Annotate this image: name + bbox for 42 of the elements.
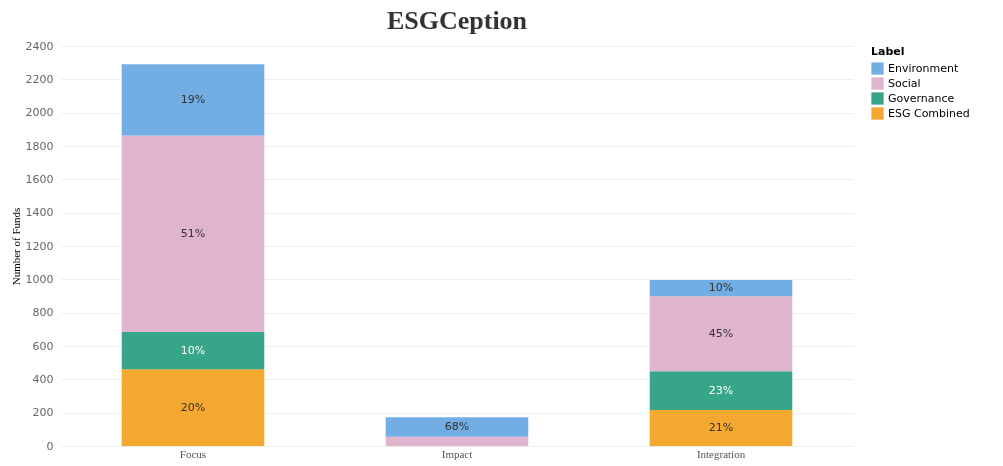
y-axis-title: Number of Funds <box>9 207 22 286</box>
annotation: 10% <box>180 343 206 357</box>
y-tick-label: 1600 <box>25 172 54 186</box>
y-tick-label: 0 <box>46 439 54 453</box>
y-tick-label: 2400 <box>25 39 54 53</box>
bar <box>385 417 529 437</box>
bar <box>649 410 793 446</box>
bar <box>121 135 265 332</box>
bar <box>649 371 793 410</box>
bar <box>385 436 529 446</box>
x-tick-label: Integration <box>696 447 746 460</box>
legend-label: Environment <box>888 61 959 75</box>
legend-label: Governance <box>888 91 955 105</box>
y-tick-label: 800 <box>32 306 54 320</box>
y-tick-label: 200 <box>32 406 54 420</box>
bar <box>121 64 265 136</box>
annotation: 21% <box>708 421 734 434</box>
annotation: 45% <box>708 326 734 340</box>
annotation: 51% <box>180 226 206 240</box>
annotation: 23% <box>708 383 734 397</box>
y-tick-label: 1400 <box>25 206 54 220</box>
chart-title: ESGCeption <box>386 6 528 35</box>
y-tick-label: 1200 <box>25 239 54 253</box>
x-tick-label: Impact <box>441 447 473 460</box>
bar <box>121 332 265 370</box>
annotation: 10% <box>708 281 734 295</box>
annotation: 68% <box>444 420 470 433</box>
y-tick-label: 1000 <box>25 272 54 286</box>
bar <box>649 296 793 372</box>
y-tick-label: 1800 <box>25 139 54 153</box>
legend-label: ESG Combined <box>888 106 970 120</box>
y-tick-label: 400 <box>32 372 54 386</box>
bar <box>121 369 265 446</box>
annotation: 20% <box>180 400 206 414</box>
y-tick-label: 2200 <box>25 72 54 86</box>
bar <box>649 280 793 297</box>
y-tick-label: 600 <box>32 339 54 353</box>
legend-label: Social <box>888 76 921 90</box>
x-tick-label: Focus <box>179 447 207 460</box>
y-tick-label: 2000 <box>25 106 54 120</box>
legend-title: Label <box>871 45 905 58</box>
annotation: 19% <box>180 92 206 106</box>
